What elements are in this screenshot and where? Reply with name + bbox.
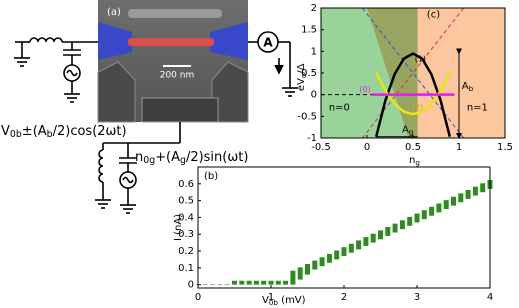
y-tick-label: 0 bbox=[311, 90, 317, 101]
x-tick-label: 1.5 bbox=[497, 142, 513, 153]
text-part: /2)cos(2ωt) bbox=[53, 124, 127, 139]
x-tick-label: -0.5 bbox=[311, 142, 331, 153]
subscript: 0b bbox=[10, 129, 22, 140]
text-part: n bbox=[409, 155, 415, 166]
region bbox=[367, 8, 505, 138]
x-tick-label: 2 bbox=[341, 292, 347, 303]
x-tick-label: 0.5 bbox=[405, 142, 421, 153]
text-part: n bbox=[135, 150, 143, 165]
x-axis-label: ng bbox=[409, 155, 420, 167]
y-tick-label: 0.5 bbox=[178, 196, 194, 207]
sem-image bbox=[97, 0, 249, 123]
plot-area bbox=[321, 8, 505, 138]
y-axis-label: eVo/Δ bbox=[296, 63, 308, 91]
y-tick-label: 0.2 bbox=[178, 246, 194, 257]
text-part: +(A bbox=[155, 150, 180, 165]
gate-formula: n0g+(Ag/2)sin(ωt) bbox=[135, 150, 248, 166]
subscript: 0g bbox=[143, 155, 155, 166]
x-tick-label: 0 bbox=[364, 142, 370, 153]
y-tick-label: -1 bbox=[307, 133, 317, 144]
curve bbox=[374, 52, 452, 138]
x-tick-label: 0 bbox=[195, 292, 201, 303]
curve-label: (2) bbox=[412, 103, 423, 112]
text-part: V bbox=[262, 295, 269, 306]
text-part: eV bbox=[296, 78, 307, 91]
curve-label: (0) bbox=[359, 85, 370, 94]
y-tick-label: 0 bbox=[188, 280, 194, 291]
text-part: ±(A bbox=[22, 124, 47, 139]
subscript: 0b bbox=[269, 298, 279, 307]
y-axis-label: I (nA) bbox=[173, 214, 184, 241]
ammeter-label: A bbox=[263, 36, 273, 50]
subscript: b bbox=[469, 84, 474, 93]
y-tick-label: 0.4 bbox=[178, 212, 194, 223]
region-label: n=1 bbox=[467, 103, 488, 114]
circuit bbox=[14, 31, 298, 214]
curve-label: (1) bbox=[415, 55, 426, 64]
y-tick-label: 2 bbox=[311, 3, 317, 14]
y-tick-label: 0.6 bbox=[178, 179, 194, 190]
panel-label: (a) bbox=[107, 7, 121, 18]
text-part: A bbox=[402, 124, 409, 135]
subscript: o bbox=[299, 74, 308, 78]
text-part: (mV) bbox=[278, 295, 306, 306]
x-tick-label: 4 bbox=[487, 292, 493, 303]
text-part: A bbox=[462, 81, 469, 92]
plot-frame bbox=[320, 7, 506, 139]
x-tick-label: 1 bbox=[456, 142, 462, 153]
y-tick-label: 1 bbox=[311, 46, 317, 57]
y-tick-label: -0.5 bbox=[297, 111, 317, 122]
x-tick-label: 1 bbox=[268, 292, 274, 303]
amplitude-label: Ab bbox=[462, 81, 474, 93]
panel-label: (b) bbox=[204, 171, 218, 182]
text-part: /Δ bbox=[296, 63, 307, 73]
y-tick-label: 0.5 bbox=[301, 68, 317, 79]
x-axis-label: V0b (mV) bbox=[262, 295, 306, 307]
scale-bar-label: 200 nm bbox=[160, 71, 195, 81]
plot-frame bbox=[197, 166, 491, 289]
y-tick-label: 0.1 bbox=[178, 263, 194, 274]
subscript: b bbox=[47, 129, 53, 140]
text-part: V bbox=[1, 124, 10, 139]
x-tick-label: 3 bbox=[414, 292, 420, 303]
y-tick-label: 0.3 bbox=[178, 229, 194, 240]
subscript: g bbox=[180, 155, 186, 166]
subscript: g bbox=[409, 127, 414, 136]
bias-formula: V0b±(Ab/2)cos(2ωt) bbox=[1, 124, 127, 140]
text-part: /2)sin(ωt) bbox=[186, 150, 248, 165]
region-label: n=0 bbox=[329, 103, 350, 114]
amplitude-label: Ag bbox=[402, 124, 413, 136]
y-tick-label: 1.5 bbox=[301, 25, 317, 36]
panel-label: (c) bbox=[427, 10, 440, 21]
subscript: g bbox=[415, 158, 420, 167]
